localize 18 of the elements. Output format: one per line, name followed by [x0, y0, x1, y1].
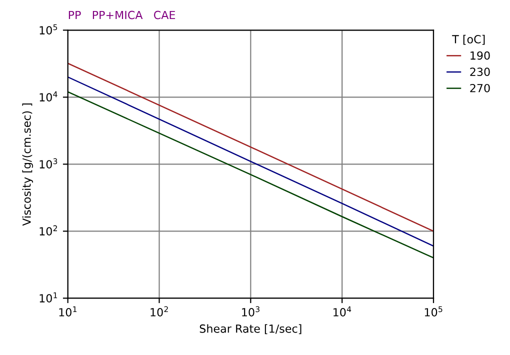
legend-label: 230	[470, 68, 490, 76]
y-tick-label: 10$^{5}$	[40, 24, 58, 34]
legend-title: T [oC]	[452, 34, 485, 45]
y-tick-label: 10$^{4}$	[40, 91, 58, 102]
x-tick-label: 10$^{2}$	[150, 306, 168, 316]
y-tick-label: 10$^{1}$	[40, 292, 58, 303]
chart-title: PP PP+MICA CAE	[68, 10, 176, 20]
y-axis-title: Viscosity [g/(cm.sec) ]	[22, 103, 33, 226]
x-tick-label: 10$^{1}$	[59, 306, 77, 316]
x-axis-title: Shear Rate [1/sec]	[200, 324, 302, 334]
y-tick-label: 10$^{3}$	[40, 158, 58, 168]
x-tick-label: 10$^{4}$	[334, 306, 352, 316]
x-tick-label: 10$^{5}$	[424, 306, 442, 316]
line-series	[68, 62, 434, 232]
y-tick-label: 10$^{2}$	[40, 225, 57, 236]
legend-label: 190	[470, 51, 490, 60]
legend-label: 270	[470, 84, 490, 92]
x-tick-label: 10$^{3}$	[242, 306, 260, 316]
